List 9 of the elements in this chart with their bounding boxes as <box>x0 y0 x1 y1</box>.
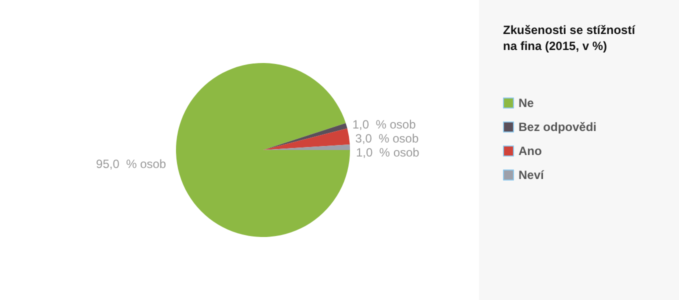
legend-label: Bez odpovědi <box>518 120 597 134</box>
legend-label: Neví <box>518 168 545 182</box>
data-label: 1,0 % osob <box>352 118 416 132</box>
chart-title: Zkušenosti se stížností na fina (2015, v %) <box>503 23 638 53</box>
data-label: 1,0 % osob <box>356 146 420 160</box>
data-label: 3,0 % osob <box>355 132 419 146</box>
legend-label: Ano <box>518 144 542 158</box>
legend-label: Ne <box>518 96 534 110</box>
data-label: 95,0 % osob <box>96 157 166 172</box>
